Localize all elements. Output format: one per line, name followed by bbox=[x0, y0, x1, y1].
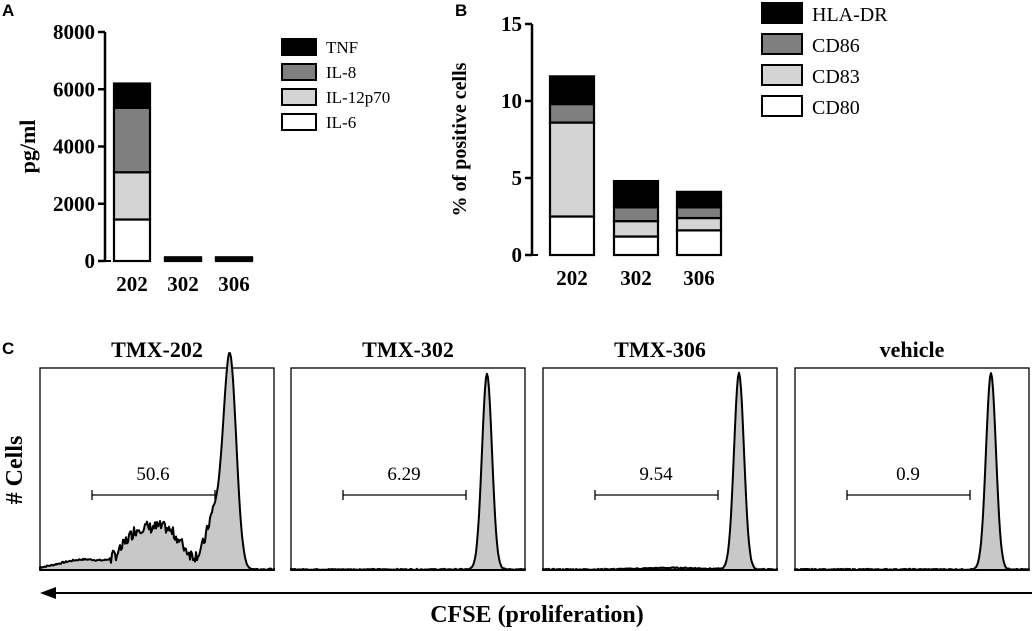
histogram-title: vehicle bbox=[880, 337, 945, 362]
histogram-title: TMX-306 bbox=[614, 337, 706, 362]
panel-a-chart: 0 2000 4000 6000 8000 pg/ml 202 302 306 TNF IL-8 IL… bbox=[15, 20, 390, 296]
y-tick-label: 6000 bbox=[53, 77, 95, 101]
bar-segment-tnf-202 bbox=[112, 82, 152, 109]
bar-segment-cd83-306 bbox=[675, 216, 723, 232]
bar-segment-tnf-302 bbox=[163, 256, 203, 260]
legend-label-hla-dr: HLA-DR bbox=[812, 4, 888, 26]
legend-label-il-6: IL-6 bbox=[326, 113, 356, 132]
bar-segment-tnf-306 bbox=[214, 256, 254, 260]
bar-segment-il-8-202 bbox=[112, 106, 152, 174]
histogram-title: TMX-302 bbox=[362, 337, 454, 362]
x-tick-label-302: 302 bbox=[167, 272, 199, 296]
bar-segment-hla-dr-202 bbox=[548, 75, 596, 106]
histogram-curve bbox=[794, 372, 1030, 571]
histogram-panel-tmx-202: TMX-202 50.6 bbox=[39, 337, 275, 571]
y-tick-label: 8000 bbox=[53, 20, 95, 44]
legend-label-cd86: CD86 bbox=[812, 35, 860, 57]
bar-segment-cd83-302 bbox=[612, 220, 660, 238]
gate-label: 50.6 bbox=[136, 464, 169, 485]
legend-swatch-il-12p70 bbox=[281, 88, 317, 106]
panel-label-c: C bbox=[2, 339, 14, 358]
legend-swatch-hla-dr bbox=[761, 2, 803, 24]
bar-segment-cd80-302 bbox=[612, 235, 660, 257]
y-tick-label: 0 bbox=[512, 243, 523, 267]
x-tick-label-306: 306 bbox=[218, 272, 250, 296]
bar-segment-hla-dr-302 bbox=[612, 179, 660, 209]
panel-label-b: B bbox=[455, 1, 467, 20]
legend-swatch-cd86 bbox=[761, 33, 803, 55]
legend-swatch-il-8 bbox=[281, 63, 317, 81]
x-tick-label-306: 306 bbox=[683, 266, 715, 290]
legend-swatch-tnf bbox=[281, 38, 317, 56]
gate-label: 6.29 bbox=[387, 464, 420, 485]
histogram-x-label: CFSE (proliferation) bbox=[430, 602, 644, 628]
y-axis-label: pg/ml bbox=[15, 120, 40, 174]
bar-segment-cd80-306 bbox=[675, 229, 723, 257]
bar-segment-cd86-302 bbox=[612, 206, 660, 223]
histogram-panel-vehicle: vehicle 0.9 bbox=[794, 337, 1030, 571]
bar-segment-cd80-202 bbox=[548, 215, 596, 257]
panel-c-histograms: TMX-202 50.6 TMX-302 6.29 TMX-306 9.54 vehicle… bbox=[2, 337, 1032, 628]
legend-label-il-8: IL-8 bbox=[326, 63, 356, 82]
histogram-curve bbox=[39, 352, 275, 571]
legend-swatch-cd83 bbox=[761, 64, 803, 86]
bar-segment-hla-dr-306 bbox=[675, 190, 723, 209]
y-tick-label: 4000 bbox=[53, 135, 95, 159]
gate-label: 9.54 bbox=[639, 464, 673, 485]
y-axis-label: % of positive cells bbox=[449, 62, 471, 216]
gate-label: 0.9 bbox=[896, 464, 920, 485]
histogram-curve bbox=[290, 372, 526, 571]
bar-segment-il-12p70-202 bbox=[112, 171, 152, 221]
x-tick-label-202: 202 bbox=[116, 272, 148, 296]
bar-segment-cd83-202 bbox=[548, 121, 596, 218]
bar-segment-cd86-306 bbox=[675, 206, 723, 220]
x-tick-label-302: 302 bbox=[620, 266, 652, 290]
histogram-panel-tmx-306: TMX-306 9.54 bbox=[542, 337, 778, 571]
bar-segment-il-6-202 bbox=[112, 218, 152, 263]
y-tick-label: 10 bbox=[501, 89, 522, 113]
panel-b-chart: 0 5 10 15 % of positive cells 202 302 306 HLA-DR… bbox=[449, 2, 888, 290]
histogram-y-label: # Cells bbox=[2, 436, 28, 505]
x-tick-label-202: 202 bbox=[556, 266, 588, 290]
histogram-panel-tmx-302: TMX-302 6.29 bbox=[290, 337, 526, 571]
legend-label-cd83: CD83 bbox=[812, 66, 860, 88]
legend-swatch-il-6 bbox=[281, 113, 317, 131]
cfse-arrow-head bbox=[40, 587, 56, 599]
legend-label-il-12p70: IL-12p70 bbox=[326, 88, 390, 107]
y-tick-label: 15 bbox=[501, 12, 522, 36]
bar-segment-cd86-202 bbox=[548, 102, 596, 124]
legend-label-cd80: CD80 bbox=[812, 97, 860, 119]
histogram-title: TMX-202 bbox=[111, 337, 203, 362]
y-tick-label: 2000 bbox=[53, 192, 95, 216]
y-tick-label: 5 bbox=[512, 166, 523, 190]
histogram-curve bbox=[542, 371, 778, 571]
legend-swatch-cd80 bbox=[761, 95, 803, 117]
panel-label-a: A bbox=[2, 1, 14, 20]
y-tick-label: 0 bbox=[85, 249, 96, 273]
legend-label-tnf: TNF bbox=[326, 38, 358, 57]
